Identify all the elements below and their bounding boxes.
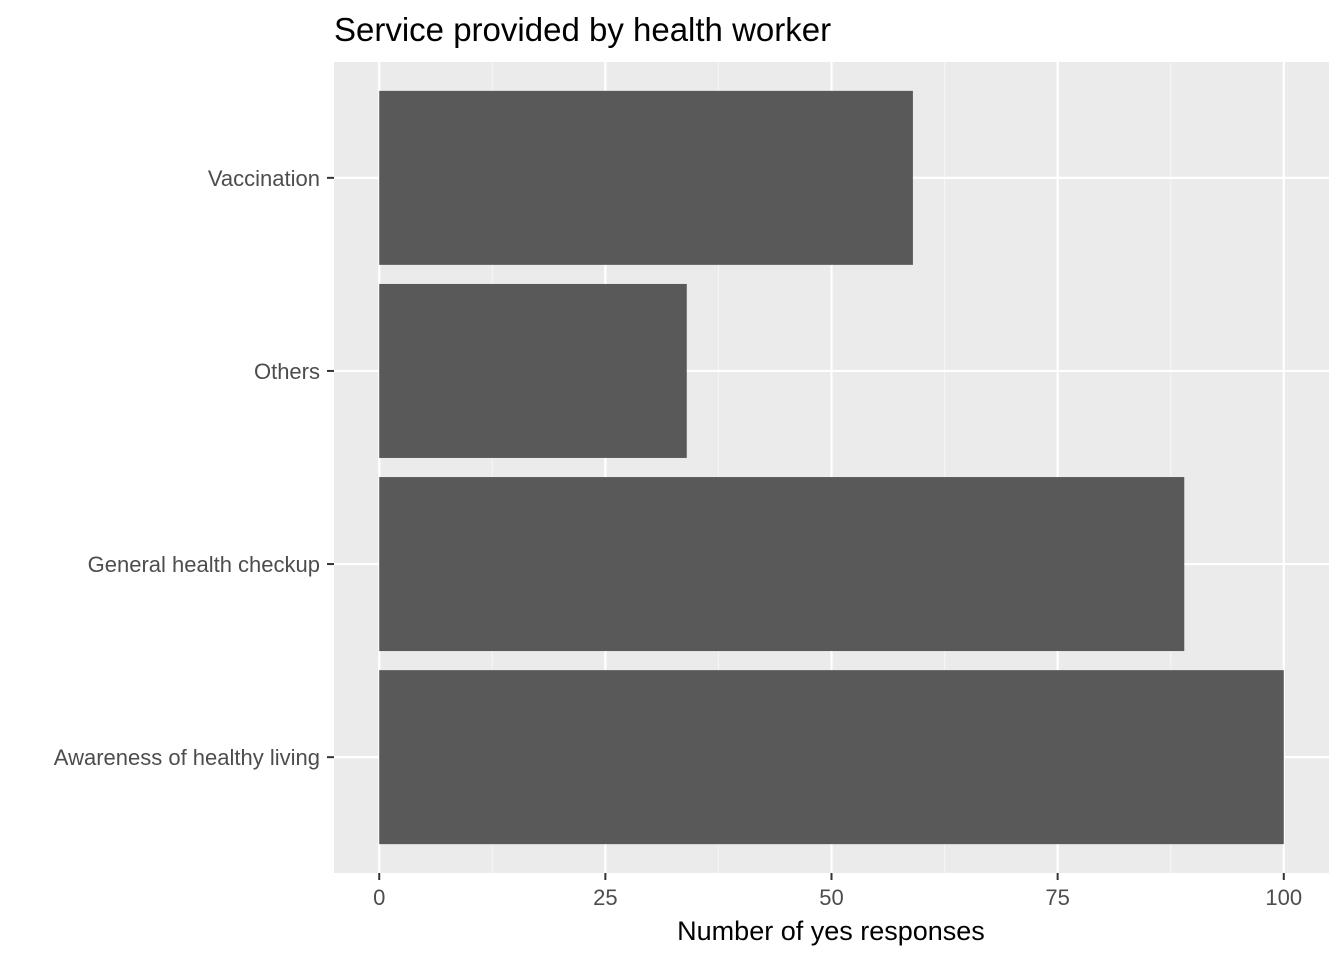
bars	[379, 90, 1284, 845]
y-tick-label: Vaccination	[208, 166, 320, 191]
x-tick-label: 25	[593, 885, 617, 910]
x-tick-label: 50	[819, 885, 843, 910]
bar-awareness-of-healthy-living	[379, 670, 1284, 845]
bar-vaccination	[379, 90, 913, 265]
chart-title: Service provided by health worker	[334, 11, 831, 48]
x-tick-label: 75	[1045, 885, 1069, 910]
y-axis: Vaccination Others General health checkup A…	[54, 166, 334, 770]
x-axis-label: Number of yes responses	[677, 916, 985, 946]
y-tick-label: Awareness of healthy living	[54, 745, 320, 770]
x-tick-label: 0	[373, 885, 385, 910]
bar-general-health-checkup	[379, 477, 1185, 652]
y-tick-label: General health checkup	[88, 552, 320, 577]
y-tick-label: Others	[254, 359, 320, 384]
x-axis: 0 25 50 75 100	[373, 873, 1302, 910]
x-tick-label: 100	[1265, 885, 1302, 910]
bar-others	[379, 283, 687, 458]
